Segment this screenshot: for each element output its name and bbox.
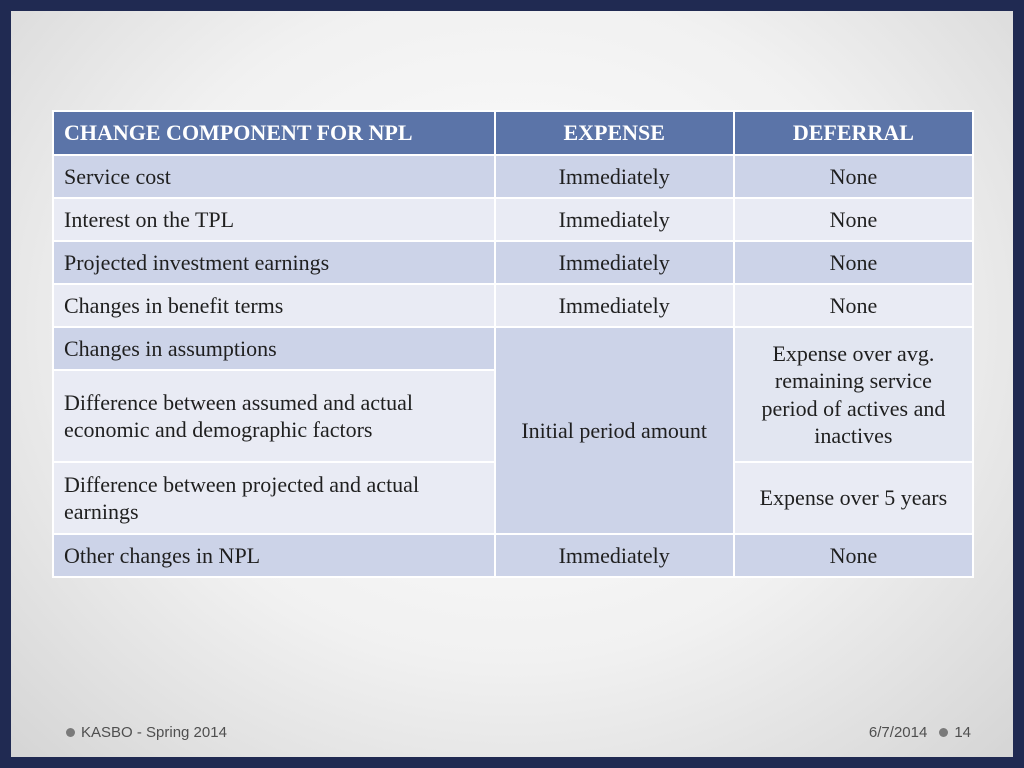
cell-expense: Immediately [493, 197, 735, 242]
cell-expense: Immediately [493, 240, 735, 285]
table-row: Difference between projected and actual … [52, 461, 975, 535]
npl-change-components-table: CHANGE COMPONENT FOR NPL EXPENSE DEFERRA… [52, 110, 975, 578]
table-row: Projected investment earnings Immediatel… [52, 240, 975, 285]
header-change-component: CHANGE COMPONENT FOR NPL [52, 110, 496, 156]
cell-component: Service cost [52, 154, 496, 199]
cell-deferral: Expense over 5 years [732, 461, 975, 535]
cell-deferral: None [732, 533, 975, 578]
cell-component: Interest on the TPL [52, 197, 496, 242]
cell-expense: Immediately [493, 154, 735, 199]
footer-page-number: 14 [954, 724, 971, 741]
table-row: Changes in assumptions Initial period am… [52, 326, 975, 535]
cell-deferral: None [732, 154, 975, 199]
cell-component: Projected investment earnings [52, 240, 496, 285]
bullet-icon [939, 728, 949, 737]
cell-deferral: None [732, 240, 975, 285]
cell-expense-merged: Initial period amount [493, 326, 735, 535]
header-expense: EXPENSE [493, 110, 735, 156]
table-row: Other changes in NPL Immediately None [52, 533, 975, 578]
footer-date: 6/7/2014 [868, 724, 928, 741]
footer-right: 6/7/2014 14 [869, 724, 971, 741]
cell-deferral: None [732, 197, 975, 242]
bullet-icon [66, 728, 75, 737]
cell-expense: Immediately [493, 533, 735, 578]
table-row: Interest on the TPL Immediately None [52, 197, 975, 242]
slide-background: CHANGE COMPONENT FOR NPL EXPENSE DEFERRA… [11, 11, 1013, 757]
footer-text: KASBO - Spring 2014 [81, 724, 227, 741]
cell-component: Changes in assumptions [52, 326, 496, 371]
slide-footer: KASBO - Spring 2014 6/7/2014 14 [66, 724, 971, 741]
cell-deferral-merged: Expense over avg. remaining service peri… [732, 326, 975, 463]
table-row: Service cost Immediately None [52, 154, 975, 199]
cell-component: Other changes in NPL [52, 533, 496, 578]
cell-deferral: None [732, 283, 975, 328]
footer-left: KASBO - Spring 2014 [66, 724, 227, 741]
table-row: Changes in benefit terms Immediately Non… [52, 283, 975, 328]
table-row: Difference between assumed and actual ec… [52, 369, 973, 463]
cell-component: Changes in benefit terms [52, 283, 496, 328]
cell-component: Difference between projected and actual … [52, 461, 496, 535]
cell-component: Difference between assumed and actual ec… [52, 369, 496, 463]
table-header-row: CHANGE COMPONENT FOR NPL EXPENSE DEFERRA… [52, 110, 975, 156]
cell-expense: Immediately [493, 283, 735, 328]
header-deferral: DEFERRAL [732, 110, 975, 156]
